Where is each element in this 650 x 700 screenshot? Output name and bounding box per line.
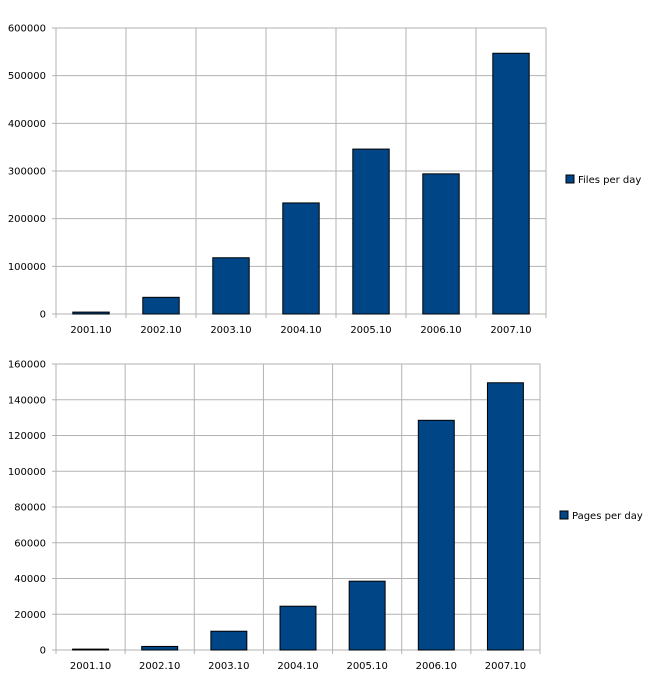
- y-tick-label: 120000: [8, 431, 46, 442]
- x-tick-label: 2007.10: [490, 325, 531, 336]
- y-tick-label: 100000: [8, 467, 46, 478]
- bar: [486, 382, 524, 651]
- bar: [72, 311, 110, 315]
- y-tick-label: 140000: [8, 395, 46, 406]
- x-tick-label: 2001.10: [70, 661, 111, 672]
- bar: [417, 419, 455, 651]
- legend-label: Files per day: [578, 175, 641, 186]
- y-tick-label: 400000: [8, 119, 46, 130]
- legend-swatch: [565, 174, 575, 184]
- bar: [279, 605, 317, 651]
- x-tick-label: 2003.10: [210, 325, 251, 336]
- bar: [142, 296, 180, 315]
- x-tick-label: 2006.10: [416, 661, 457, 672]
- y-tick-label: 20000: [14, 610, 46, 621]
- x-tick-label: 2005.10: [350, 325, 391, 336]
- y-tick-label: 500000: [8, 71, 46, 82]
- bar: [352, 148, 390, 315]
- x-tick-label: 2002.10: [140, 325, 181, 336]
- y-tick-label: 300000: [8, 167, 46, 178]
- bar: [72, 648, 110, 651]
- bar: [212, 257, 250, 315]
- x-tick-label: 2006.10: [420, 325, 461, 336]
- y-tick-label: 600000: [8, 24, 46, 35]
- legend-label: Pages per day: [572, 511, 643, 522]
- x-tick-label: 2004.10: [280, 325, 321, 336]
- x-tick-label: 2001.10: [70, 325, 111, 336]
- x-tick-label: 2004.10: [277, 661, 318, 672]
- bar: [210, 630, 248, 651]
- bar: [141, 645, 179, 651]
- x-tick-label: 2005.10: [346, 661, 387, 672]
- x-tick-label: 2007.10: [485, 661, 526, 672]
- y-tick-label: 80000: [14, 503, 46, 514]
- bar: [282, 202, 320, 315]
- x-tick-label: 2003.10: [208, 661, 249, 672]
- y-tick-label: 40000: [14, 574, 46, 585]
- y-tick-label: 200000: [8, 214, 46, 225]
- bar: [492, 52, 530, 315]
- legend-swatch: [559, 510, 569, 520]
- x-tick-label: 2002.10: [139, 661, 180, 672]
- bar: [348, 580, 386, 651]
- y-tick-label: 160000: [8, 360, 46, 371]
- y-tick-label: 0: [40, 310, 46, 321]
- y-tick-label: 100000: [8, 262, 46, 273]
- y-tick-label: 0: [40, 646, 46, 657]
- y-tick-label: 60000: [14, 538, 46, 549]
- bar: [422, 173, 460, 315]
